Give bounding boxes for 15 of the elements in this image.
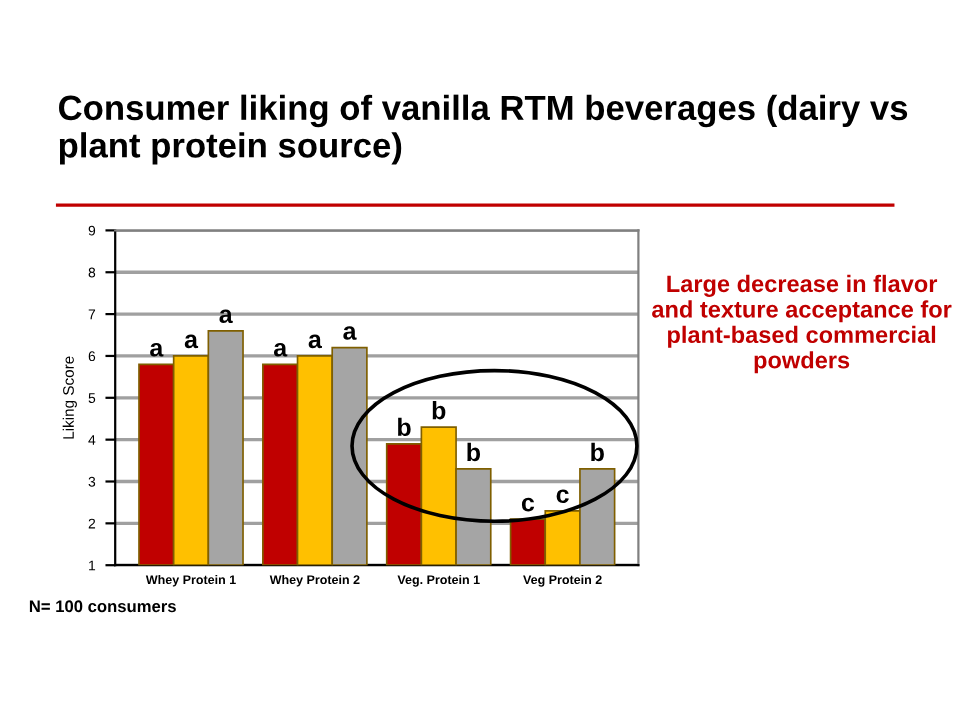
data-label: a [150,342,164,357]
text: Large decrease in flavor and texture acceptance for plant-based commercial powders [652,274,952,374]
data-label: a [184,334,199,349]
data-label: c [556,489,569,504]
data-label: b [467,442,481,462]
data-label: a [343,326,357,340]
data-label: b [591,442,604,462]
data-label: a [219,309,233,324]
data-label: c [521,497,535,512]
data-label: a [273,342,288,357]
data-label: b [432,401,446,420]
chart-title: Consumer liking of vanilla RTM beverages (dairy vs plant protein source) [59,94,908,165]
data-label: b [398,417,411,437]
data-label: a [308,334,322,349]
text: N= 100 consumers [29,600,176,613]
